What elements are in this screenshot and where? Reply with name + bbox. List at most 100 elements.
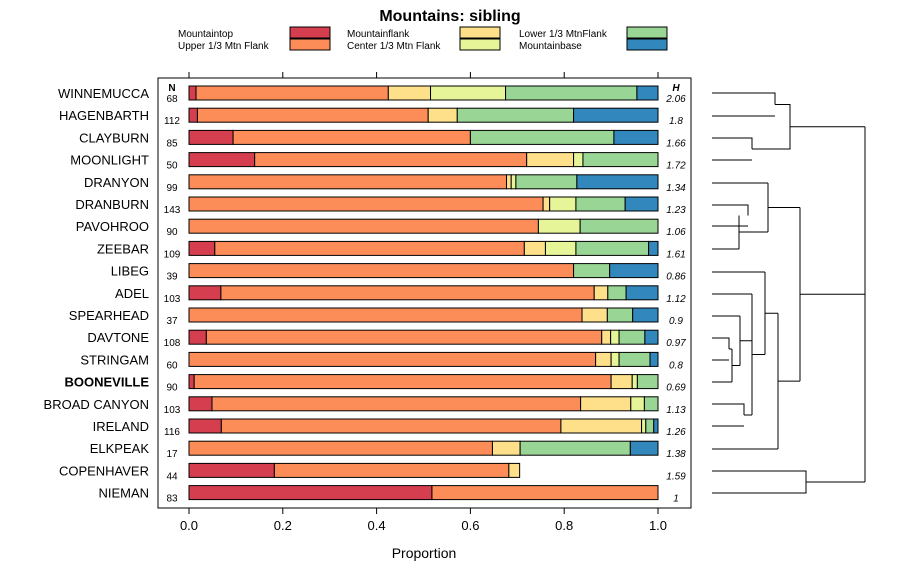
bar-segment xyxy=(188,418,222,434)
legend-swatch xyxy=(626,38,668,51)
h-value: 1.12 xyxy=(666,294,686,305)
category-label: NIEMAN xyxy=(98,486,149,501)
dendrogram-branch xyxy=(712,337,730,361)
bar-segment xyxy=(645,418,655,434)
n-value: 37 xyxy=(166,316,178,327)
chart-title: Mountains: sibling xyxy=(379,8,520,25)
bar-segment xyxy=(580,396,632,412)
bar-row: DRANBURN 143 1.23 xyxy=(75,196,686,216)
h-value: 1.38 xyxy=(666,449,686,460)
n-value: 108 xyxy=(164,338,181,349)
bar-segment xyxy=(505,85,638,101)
bar-segment xyxy=(526,152,575,168)
bar-row: WINNEMUCCA 68 2.06 xyxy=(58,85,686,105)
bar-segment xyxy=(610,329,620,345)
h-value: 1.61 xyxy=(666,249,685,260)
category-label: BOONEVILLE xyxy=(64,375,149,390)
bar-segment xyxy=(641,418,647,434)
bar-segment xyxy=(188,285,222,301)
bar-segment xyxy=(188,485,433,501)
h-value: 1.34 xyxy=(666,183,686,194)
h-value: 0.86 xyxy=(666,272,686,283)
bar-row: PAVOHROO 90 1.06 xyxy=(76,218,686,238)
bar-segment xyxy=(188,462,275,478)
h-value: 2.06 xyxy=(665,94,686,105)
legend-label: Mountaintop xyxy=(178,29,233,40)
bar-segment xyxy=(581,307,608,323)
legend-swatch xyxy=(459,26,501,39)
legend-swatch xyxy=(459,38,501,51)
category-label: PAVOHROO xyxy=(76,219,149,234)
bar-row: SPEARHEAD 37 0.9 xyxy=(69,307,683,327)
bar-segment xyxy=(188,396,213,412)
n-value: 83 xyxy=(166,494,178,505)
bar-segment xyxy=(188,107,198,123)
h-value: 1 xyxy=(673,494,679,505)
bar-segment xyxy=(607,285,627,301)
bar-segment xyxy=(510,174,517,190)
category-label: STRINGAM xyxy=(80,352,149,367)
bar-row: CLAYBURN 85 1.66 xyxy=(79,129,686,149)
dendrogram-branch xyxy=(712,215,757,250)
bar-segment xyxy=(610,374,633,390)
bar-segment xyxy=(649,351,659,367)
bar-segment xyxy=(636,85,659,101)
h-value: 1.8 xyxy=(669,116,683,127)
category-label: DRANBURN xyxy=(75,197,149,212)
bar-segment xyxy=(188,351,597,367)
h-value: 1.23 xyxy=(666,205,686,216)
dendrogram-branch xyxy=(712,137,753,161)
bar-segment xyxy=(211,396,582,412)
n-value: 143 xyxy=(164,205,181,216)
bar-segment xyxy=(629,440,659,456)
bar-segment xyxy=(575,240,650,256)
category-label: BROAD CANYON xyxy=(44,397,149,412)
bar-row: BROAD CANYON 103 1.13 xyxy=(44,396,686,416)
h-value: 0.97 xyxy=(666,338,686,349)
n-value: 85 xyxy=(166,138,178,149)
bar-segment xyxy=(188,152,256,168)
h-value: 0.69 xyxy=(666,383,686,394)
bar-segment xyxy=(205,329,603,345)
h-value: 1.72 xyxy=(666,161,686,172)
bar-row: DAVTONE 108 0.97 xyxy=(87,329,686,349)
bar-segment xyxy=(606,307,634,323)
bar-row: HAGENBARTH 112 1.8 xyxy=(59,107,683,127)
bar-segment xyxy=(193,374,612,390)
bar-segment xyxy=(618,329,646,345)
x-tick-label: 0.8 xyxy=(555,518,573,533)
bar-segment xyxy=(427,107,458,123)
bar-segment xyxy=(506,174,512,190)
bar-row: STRINGAM 60 0.8 xyxy=(80,351,683,371)
dendrogram-branch xyxy=(778,207,801,382)
bar-segment xyxy=(188,374,195,390)
dendrogram-branch xyxy=(712,271,766,355)
bar-segment xyxy=(582,152,659,168)
category-label: WINNEMUCCA xyxy=(58,86,149,101)
bar-segment xyxy=(232,129,471,145)
category-label: LIBEG xyxy=(111,264,149,279)
bar-segment xyxy=(595,351,612,367)
h-value: 1.59 xyxy=(666,471,686,482)
bar-segment xyxy=(273,462,510,478)
bar-segment xyxy=(491,440,521,456)
n-value: 99 xyxy=(166,183,178,194)
bar-segment xyxy=(644,329,659,345)
bar-segment xyxy=(220,418,562,434)
bar-segment xyxy=(188,174,508,190)
h-value: 0.9 xyxy=(669,316,683,327)
bar-segment xyxy=(610,351,620,367)
bar-segment xyxy=(576,174,659,190)
bar-segment xyxy=(609,263,659,279)
n-column-header: N xyxy=(168,83,175,94)
legend-swatch xyxy=(289,38,331,51)
category-label: DRANYON xyxy=(84,175,149,190)
bar-row: NIEMAN 83 1 xyxy=(98,485,679,505)
x-tick-label: 0.0 xyxy=(180,518,198,533)
bar-segment xyxy=(573,107,659,123)
bar-segment xyxy=(643,396,659,412)
n-value: 90 xyxy=(166,383,178,394)
bar-segment xyxy=(601,329,612,345)
bar-row: BOONEVILLE 90 0.69 xyxy=(64,374,686,394)
n-value: 116 xyxy=(164,427,180,438)
